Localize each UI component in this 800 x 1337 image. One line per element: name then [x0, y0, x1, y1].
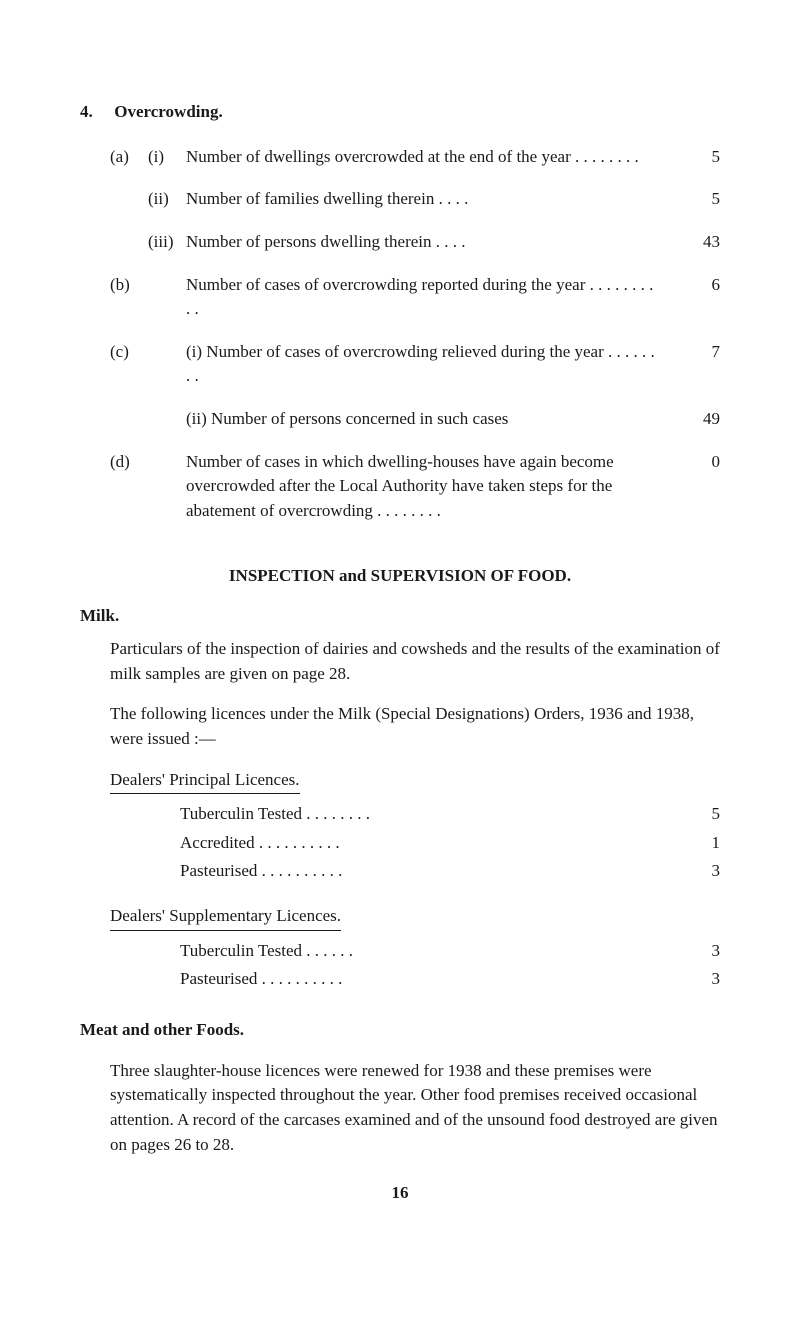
- list-item: (ii) Number of families dwelling therein…: [110, 187, 720, 212]
- item-label-b: (i): [148, 145, 186, 170]
- section-title: Overcrowding.: [114, 102, 222, 121]
- principal-licences-list: Tuberculin Tested . . . . . . . . 5 Accr…: [180, 802, 720, 884]
- item-label-a: (a): [110, 145, 148, 170]
- item-label-b: [148, 407, 186, 432]
- licence-text: Accredited . . . . . . . . . .: [180, 831, 680, 856]
- list-item: (b) Number of cases of overcrowding repo…: [110, 273, 720, 322]
- item-text: Number of cases in which dwelling-houses…: [186, 450, 680, 524]
- item-text: Number of families dwelling therein . . …: [186, 187, 680, 212]
- item-text: (ii) Number of persons concerned in such…: [186, 407, 680, 432]
- item-text: Number of dwellings overcrowded at the e…: [186, 145, 680, 170]
- list-item: (a) (i) Number of dwellings overcrowded …: [110, 145, 720, 170]
- item-text: Number of persons dwelling therein . . .…: [186, 230, 680, 255]
- document-page: 4. Overcrowding. (a) (i) Number of dwell…: [0, 0, 800, 1246]
- meat-title: Meat and other Foods.: [80, 1018, 720, 1043]
- supplementary-licences-list: Tuberculin Tested . . . . . . 3 Pasteuri…: [180, 939, 720, 992]
- item-label-a: (c): [110, 340, 148, 389]
- item-label-b: (ii): [148, 187, 186, 212]
- inspection-para-2: The following licences under the Milk (S…: [110, 702, 720, 751]
- licence-value: 3: [680, 939, 720, 964]
- item-label-a: (b): [110, 273, 148, 322]
- overcrowding-list: (a) (i) Number of dwellings overcrowded …: [110, 145, 720, 524]
- section-number: 4.: [80, 100, 110, 125]
- licence-value: 5: [680, 802, 720, 827]
- licence-text: Pasteurised . . . . . . . . . .: [180, 859, 680, 884]
- inspection-para-1: Particulars of the inspection of dairies…: [110, 637, 720, 686]
- list-item: (iii) Number of persons dwelling therein…: [110, 230, 720, 255]
- item-value: 5: [680, 145, 720, 170]
- item-value: 6: [680, 273, 720, 322]
- item-label-b: (iii): [148, 230, 186, 255]
- licence-value: 1: [680, 831, 720, 856]
- licence-text: Tuberculin Tested . . . . . . . .: [180, 802, 680, 827]
- list-item: (d) Number of cases in which dwelling-ho…: [110, 450, 720, 524]
- item-label-a: (d): [110, 450, 148, 524]
- item-text: Number of cases of overcrowding reported…: [186, 273, 680, 322]
- list-item: Pasteurised . . . . . . . . . . 3: [180, 967, 720, 992]
- list-item: Accredited . . . . . . . . . . 1: [180, 831, 720, 856]
- list-item: Tuberculin Tested . . . . . . . . 5: [180, 802, 720, 827]
- milk-label: Milk.: [80, 604, 720, 629]
- item-label-a: [110, 187, 148, 212]
- item-value: 49: [680, 407, 720, 432]
- item-label-b: [148, 273, 186, 322]
- list-item: Tuberculin Tested . . . . . . 3: [180, 939, 720, 964]
- licence-text: Pasteurised . . . . . . . . . .: [180, 967, 680, 992]
- item-value: 5: [680, 187, 720, 212]
- item-value: 43: [680, 230, 720, 255]
- item-value: 7: [680, 340, 720, 389]
- item-label-a: [110, 407, 148, 432]
- list-item: Pasteurised . . . . . . . . . . 3: [180, 859, 720, 884]
- page-number: 16: [80, 1181, 720, 1206]
- principal-licences-header: Dealers' Principal Licences.: [110, 768, 300, 795]
- item-label-b: [148, 450, 186, 524]
- licence-value: 3: [680, 967, 720, 992]
- meat-para: Three slaughter-house licences were rene…: [110, 1059, 720, 1158]
- inspection-title: INSPECTION and SUPERVISION OF FOOD.: [80, 564, 720, 589]
- list-item: (ii) Number of persons concerned in such…: [110, 407, 720, 432]
- list-item: (c) (i) Number of cases of overcrowding …: [110, 340, 720, 389]
- item-label-a: [110, 230, 148, 255]
- section-heading: 4. Overcrowding.: [80, 100, 720, 125]
- licence-text: Tuberculin Tested . . . . . .: [180, 939, 680, 964]
- licence-value: 3: [680, 859, 720, 884]
- item-text: (i) Number of cases of overcrowding reli…: [186, 340, 680, 389]
- item-value: 0: [680, 450, 720, 524]
- item-label-b: [148, 340, 186, 389]
- supplementary-licences-header: Dealers' Supplementary Licences.: [110, 904, 341, 931]
